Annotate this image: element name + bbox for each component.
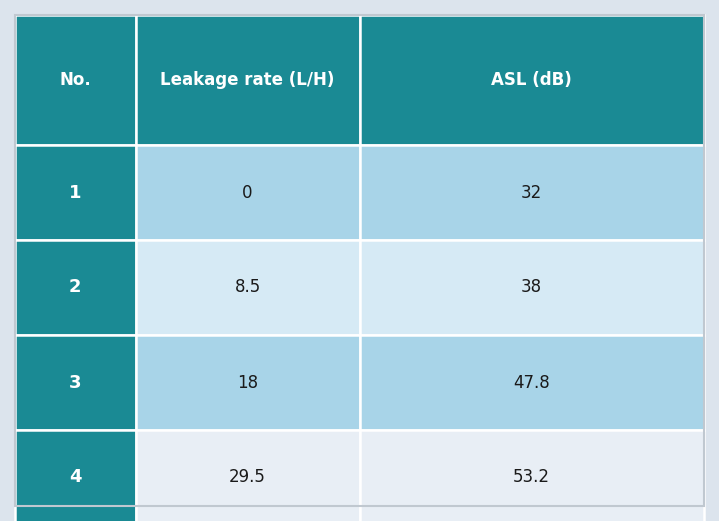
Bar	[136, 240, 360, 335]
Text: 0: 0	[242, 183, 253, 202]
Text: Leakage rate (L/H): Leakage rate (L/H)	[160, 71, 335, 89]
Text: No.: No.	[60, 71, 91, 89]
Text: 4: 4	[69, 468, 81, 487]
Text: 53.2: 53.2	[513, 468, 550, 487]
Bar	[15, 15, 136, 145]
Bar	[360, 15, 704, 145]
Text: 32: 32	[521, 183, 542, 202]
Text: 1: 1	[69, 183, 81, 202]
Bar	[15, 145, 136, 240]
Bar	[136, 430, 360, 521]
Text: ASL (dB): ASL (dB)	[491, 71, 572, 89]
Bar	[15, 240, 136, 335]
Bar	[360, 145, 704, 240]
Bar	[15, 430, 136, 521]
Bar	[360, 240, 704, 335]
Bar	[136, 335, 360, 430]
Text: 3: 3	[69, 374, 81, 391]
Text: 47.8: 47.8	[513, 374, 550, 391]
Text: 18: 18	[237, 374, 258, 391]
Bar	[136, 15, 360, 145]
Text: 29.5: 29.5	[229, 468, 266, 487]
Bar	[360, 335, 704, 430]
Bar	[136, 145, 360, 240]
Bar	[15, 335, 136, 430]
Text: 8.5: 8.5	[234, 279, 261, 296]
Text: 38: 38	[521, 279, 542, 296]
Text: 2: 2	[69, 279, 81, 296]
Bar	[360, 430, 704, 521]
